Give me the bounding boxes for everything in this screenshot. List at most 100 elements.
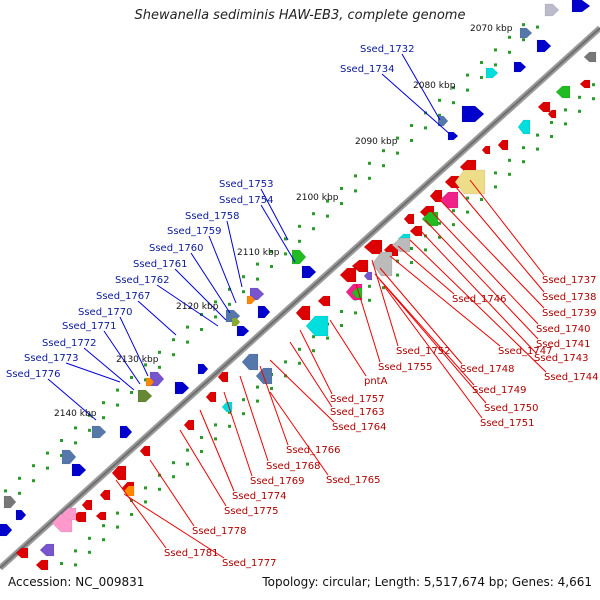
tick-dot bbox=[116, 511, 119, 515]
gene-label-left: Ssed_1776 bbox=[6, 369, 61, 380]
gene-arrow bbox=[137, 389, 153, 403]
tick-dot bbox=[438, 221, 441, 225]
tick-dot bbox=[214, 437, 217, 441]
tick-dot bbox=[74, 563, 77, 567]
gene-arrow bbox=[454, 169, 486, 195]
gene-arrow bbox=[363, 271, 373, 281]
tick-dot bbox=[102, 524, 105, 528]
gene-label-right: Ssed_1763 bbox=[330, 407, 385, 418]
gene-label-right: Ssed_1769 bbox=[250, 476, 305, 487]
gene-arrow bbox=[403, 213, 415, 225]
tick-dot bbox=[270, 387, 273, 390]
gene-arrow bbox=[461, 105, 485, 123]
gene-arrow bbox=[99, 489, 111, 501]
gene-label-right: Ssed_1775 bbox=[224, 506, 279, 517]
tick-dot bbox=[298, 347, 301, 351]
tick-dot bbox=[354, 174, 357, 178]
gene-label-right: Ssed_1777 bbox=[222, 558, 277, 569]
tick-dot bbox=[200, 328, 203, 331]
gene-label-right: Ssed_1743 bbox=[534, 353, 589, 364]
tick-dot bbox=[102, 401, 105, 405]
gene-label-right: Ssed_1749 bbox=[472, 385, 527, 396]
tick-dot bbox=[298, 361, 301, 365]
gene-arrow bbox=[391, 237, 411, 253]
gene-label-right: Ssed_1752 bbox=[396, 346, 451, 357]
tick-dot bbox=[396, 151, 399, 155]
tick-dot bbox=[284, 237, 287, 241]
gene-label-right: Ssed_1740 bbox=[536, 324, 591, 335]
tick-dot bbox=[550, 135, 553, 138]
gene-arrow bbox=[231, 317, 241, 327]
leader-line-left bbox=[156, 284, 219, 327]
tick-dot bbox=[102, 538, 105, 542]
leader-line-left bbox=[137, 300, 177, 336]
tick-dot bbox=[494, 185, 497, 189]
gene-label-left: Ssed_1772 bbox=[42, 338, 97, 349]
tick-dot bbox=[18, 476, 21, 480]
gene-labels: Ssed_1732 Ssed_1734 Ssed_1753 Ssed_1754 Ssed… bbox=[6, 44, 599, 569]
tick-dot bbox=[592, 97, 595, 101]
tick-dot bbox=[298, 224, 301, 228]
gene-label-left: Ssed_1754 bbox=[219, 195, 274, 206]
tick-dot bbox=[564, 122, 567, 126]
tick-dot bbox=[592, 83, 595, 87]
gene-arrow bbox=[371, 251, 393, 277]
tick-dot bbox=[60, 562, 63, 565]
leader-line-left bbox=[208, 235, 237, 304]
gene-arrow bbox=[537, 101, 551, 113]
gene-label-right: Ssed_1751 bbox=[480, 418, 535, 429]
map-title: Shewanella sediminis HAW-EB3, complete g… bbox=[134, 8, 466, 23]
tick-dot bbox=[368, 298, 371, 302]
leader-line-left bbox=[226, 220, 243, 288]
tick-dot bbox=[46, 451, 49, 455]
kbp-markers: 2070 kbp 2080 kbp 2090 kbp 2100 kbp 2110 kbp… bbox=[54, 24, 513, 419]
tick-dot bbox=[564, 108, 567, 112]
gene-arrow bbox=[301, 265, 317, 279]
gene-arrow bbox=[111, 465, 127, 481]
gene-label-right: Ssed_1741 bbox=[536, 339, 591, 350]
tick-dot bbox=[438, 98, 441, 102]
gene-arrow bbox=[583, 51, 597, 63]
gene-arrow bbox=[15, 509, 27, 521]
gene-arrow bbox=[339, 267, 357, 283]
gene-arrow bbox=[517, 119, 531, 135]
tick-dot bbox=[480, 76, 483, 79]
leader-line-left bbox=[103, 330, 141, 385]
backbone-inner bbox=[0, 27, 600, 569]
kbp-label: 2130 kbp bbox=[116, 355, 159, 365]
tick-dot bbox=[508, 158, 511, 162]
tick-dot bbox=[368, 284, 371, 288]
tick-dot bbox=[130, 391, 133, 394]
gene-arrow bbox=[295, 305, 311, 321]
gene-arrow bbox=[497, 139, 509, 151]
leader-line-right bbox=[454, 185, 545, 293]
tick-dot bbox=[368, 161, 371, 165]
tick-dot bbox=[158, 487, 161, 491]
tick-dot bbox=[494, 63, 497, 67]
gene-label-right: Ssed_1781 bbox=[164, 548, 219, 559]
leader-line-right bbox=[371, 259, 399, 347]
gene-label-right: Ssed_1766 bbox=[286, 445, 341, 456]
tick-dot bbox=[536, 25, 539, 29]
tick-dot bbox=[424, 248, 427, 252]
tick-dot bbox=[74, 441, 77, 445]
tick-dot bbox=[452, 101, 455, 105]
gene-label-right: Ssed_1774 bbox=[232, 491, 287, 502]
gene-label-right: Ssed_1747 bbox=[498, 346, 553, 357]
gene-arrow bbox=[119, 425, 133, 439]
leader-line-left bbox=[260, 204, 296, 263]
tick-dot bbox=[480, 61, 483, 64]
tick-dot bbox=[312, 212, 315, 216]
leader-line-left bbox=[47, 378, 97, 421]
gene-arrow bbox=[363, 239, 383, 255]
gene-arrow bbox=[481, 145, 491, 155]
tick-dot bbox=[228, 302, 231, 306]
gene-label-right: Ssed_1739 bbox=[542, 308, 597, 319]
tick-dot bbox=[522, 160, 525, 164]
gene-arrow bbox=[236, 325, 250, 337]
tick-dot bbox=[396, 136, 399, 140]
tick-dot bbox=[172, 475, 175, 479]
gene-arrow bbox=[241, 353, 259, 371]
gene-arrow bbox=[571, 0, 591, 13]
tick-dot bbox=[228, 287, 231, 291]
